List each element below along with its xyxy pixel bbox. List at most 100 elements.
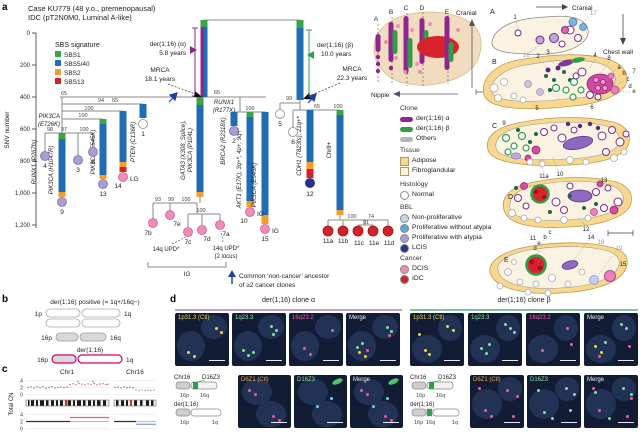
mrca-beta-name: MRCA xyxy=(342,66,362,73)
section-num: 9 xyxy=(502,121,506,127)
leaf-label-6: 6 xyxy=(291,139,295,146)
ancestor-note: Common ‘non-cancer’ ancestor of ≥2 cance… xyxy=(228,270,330,289)
clone-alpha-header: der(1;16) clone α xyxy=(261,297,316,304)
der-q2-label: 1q xyxy=(452,420,458,426)
leaf-label-7a: 7a xyxy=(222,231,230,238)
leaf-label-11e: 11e xyxy=(369,240,380,247)
scale-bar-icon xyxy=(618,421,634,423)
gene-pten-c136r: PTEN (C136R) xyxy=(131,122,137,162)
schematic-section-labels: A B C D E xyxy=(374,5,450,23)
case-line1: Case KU779 (48 y.o., premenopausal) xyxy=(28,4,156,13)
leaf-label-11a: 11a xyxy=(323,238,334,245)
legend-item: IDC xyxy=(400,274,510,284)
case-line2: IDC (pT2N0M0, Luminal A-like) xyxy=(28,13,132,22)
section-b-label: B xyxy=(389,9,393,16)
chr16q-label: 16q xyxy=(110,335,121,342)
section-d-title: D xyxy=(508,194,513,201)
legend-label: LCIS xyxy=(412,244,428,251)
total-cn-label: Total CN xyxy=(9,392,15,415)
gene-gata3-line2: PIK3CA (P104L) xyxy=(188,128,194,172)
leaf-label-2: 2 xyxy=(232,138,236,145)
proliferative-with-atypia-swatch xyxy=(400,233,409,243)
legend-label: der(1;16) β xyxy=(416,125,450,132)
section-d: D 13 12 14 18 xyxy=(502,177,634,246)
section-b: B 2 3 4 8 7 a b c d e 5 6 xyxy=(483,50,636,112)
panel-d-label: d xyxy=(170,294,177,305)
bootstrap: 97 xyxy=(61,127,67,133)
normal-swatch xyxy=(400,190,409,200)
chr1-ideogram xyxy=(25,399,110,407)
idc-focus-d xyxy=(530,184,550,204)
legend-label: Others xyxy=(416,135,437,142)
dcis-swatch xyxy=(400,264,409,274)
legend-item: Fibroglandular xyxy=(400,166,510,176)
beta-arrowhead-icon xyxy=(307,51,314,59)
gene-pik3ca-e726k-1: PIK3CA xyxy=(39,114,60,120)
q-label: 16q xyxy=(200,393,209,399)
leaf-label-13: 13 xyxy=(99,191,107,198)
scale-bar-icon xyxy=(266,359,282,361)
beta-clone-name: der(1;16) (β) xyxy=(317,42,353,49)
legend-item: Proliferative with atypia xyxy=(400,233,510,243)
gene-pik3ca-e545k-right: PIK3CA (E545K) xyxy=(252,163,258,208)
clone-strips-e xyxy=(444,16,454,70)
fish-beta-merge-bottom: Merge xyxy=(584,375,638,428)
tick: 0 xyxy=(20,427,23,433)
bootstrap: 65 xyxy=(112,98,118,104)
fish-label: 1q23.3 xyxy=(471,315,490,321)
mrca-beta-age: 22.3 years xyxy=(337,75,368,82)
section-e: E 11 b c e d 19 15 xyxy=(489,230,628,297)
tree-branches xyxy=(44,19,389,268)
section-num: 18 xyxy=(598,240,605,246)
sbs540-swatch xyxy=(55,60,61,66)
section-num: b xyxy=(543,235,547,241)
leaf-label-1: 1 xyxy=(141,131,145,138)
leaf-label-lg: LG xyxy=(130,176,139,183)
cn-ticks-top: 4 2 0 xyxy=(20,379,23,399)
fish-label: Merge xyxy=(587,315,605,321)
section-num: 4 xyxy=(593,53,597,59)
leaf-label-11b: 11b xyxy=(338,238,349,245)
bootstrap: 93 xyxy=(155,197,161,203)
tick: 0 xyxy=(20,393,23,399)
scale-bar-icon xyxy=(560,359,576,361)
bootstrap: 100 xyxy=(333,104,342,110)
fish-label: Merge xyxy=(587,377,605,383)
chr16-ideogram xyxy=(113,399,157,407)
legend-item: der(1;16) α xyxy=(400,114,510,124)
der116-alpha-swatch xyxy=(400,116,413,122)
fish-alpha-merge-bottom: Merge xyxy=(350,375,403,428)
fish-label: D6Z1 (Ctl) xyxy=(473,377,501,383)
tick-200: 200 xyxy=(20,63,31,69)
fish-alpha-merge: Merge xyxy=(346,313,400,366)
nipple-label: Nipple xyxy=(371,92,390,99)
clone-legend-title: Clone xyxy=(400,105,418,112)
leaf-nodes xyxy=(40,109,394,237)
case-header: Case KU779 (48 y.o., premenopausal) IDC … xyxy=(28,4,155,22)
cn-scatter-chr1 xyxy=(27,385,68,389)
sbs13-label: SBS13 xyxy=(64,79,85,86)
bootstrap: 99 xyxy=(168,197,174,203)
chr16-centromere xyxy=(130,400,132,406)
alpha-clone-age: 5.8 years xyxy=(159,50,186,57)
bootstrap: 91 xyxy=(363,220,369,226)
gene-brca2: BRCA2 (R2318X) xyxy=(221,117,227,164)
sbs1-swatch xyxy=(55,51,61,57)
chr16 xyxy=(55,332,107,342)
chr1q-label: 1q xyxy=(124,311,132,318)
chr16-label: Chr16 xyxy=(410,375,427,381)
cancer-legend-group: Cancer DCIS IDC xyxy=(400,254,510,284)
lcis-swatch xyxy=(400,243,409,253)
section-num: 13 xyxy=(601,178,608,184)
section-num: c xyxy=(627,77,630,83)
non-proliferative-swatch xyxy=(400,213,409,223)
fish-label: D16Z3 xyxy=(297,377,316,383)
leaf-label-14: 14 xyxy=(114,183,122,190)
legend-label: der(1;16) α xyxy=(416,115,450,122)
green-signal-smudge xyxy=(387,376,400,387)
upd-label-1: 14q UPD* xyxy=(153,247,180,253)
cn-scatter-chr1-gain xyxy=(69,380,109,386)
der-q-label: 1q xyxy=(212,420,218,426)
sbs-legend-title: SBS signature xyxy=(55,42,100,49)
